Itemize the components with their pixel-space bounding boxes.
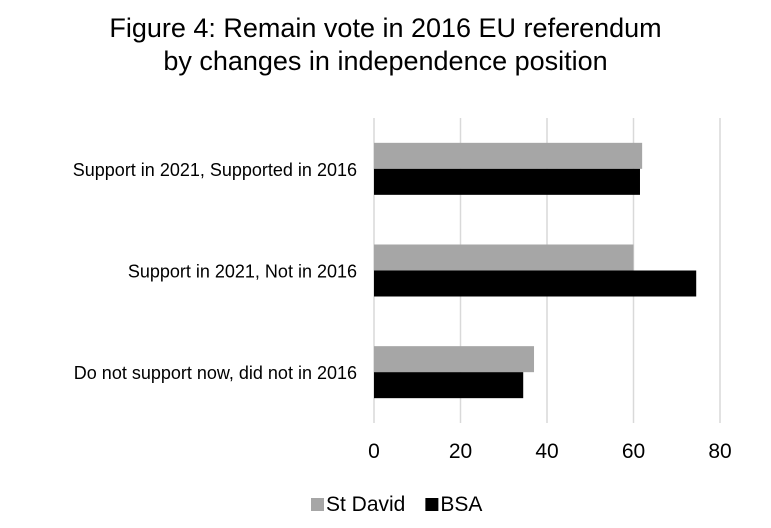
category-label-0: Support in 2021, Supported in 2016 bbox=[73, 160, 357, 180]
x-tick-label-0: 0 bbox=[368, 440, 380, 463]
chart-title-line-2: by changes in independence position bbox=[163, 46, 608, 76]
chart-title: Figure 4: Remain vote in 2016 EU referen… bbox=[0, 12, 771, 78]
bar-bsa-2 bbox=[374, 372, 524, 399]
bar-st-david-0 bbox=[374, 142, 643, 169]
x-tick-label-20: 20 bbox=[449, 440, 472, 463]
legend-swatch-bsa bbox=[425, 498, 439, 511]
category-label-1: Support in 2021, Not in 2016 bbox=[128, 262, 357, 282]
bar-st-david-2 bbox=[374, 346, 535, 373]
legend: St David BSA bbox=[311, 493, 482, 516]
bars bbox=[374, 142, 697, 399]
bar-st-david-1 bbox=[374, 244, 634, 271]
category-label-2: Do not support now, did not in 2016 bbox=[74, 363, 357, 383]
x-tick-label-40: 40 bbox=[535, 440, 558, 463]
chart-title-line-1: Figure 4: Remain vote in 2016 EU referen… bbox=[109, 13, 662, 43]
x-tick-labels: 0 20 40 60 80 bbox=[368, 440, 732, 463]
legend-swatch-st-david bbox=[311, 498, 324, 511]
legend-label-bsa: BSA bbox=[440, 493, 482, 516]
bar-bsa-0 bbox=[374, 168, 640, 195]
bar-bsa-1 bbox=[374, 270, 697, 297]
category-labels: Support in 2021, Supported in 2016 Suppor… bbox=[73, 160, 357, 383]
legend-label-st-david: St David bbox=[326, 493, 405, 516]
x-tick-label-80: 80 bbox=[708, 440, 731, 463]
x-tick-label-60: 60 bbox=[622, 440, 645, 463]
